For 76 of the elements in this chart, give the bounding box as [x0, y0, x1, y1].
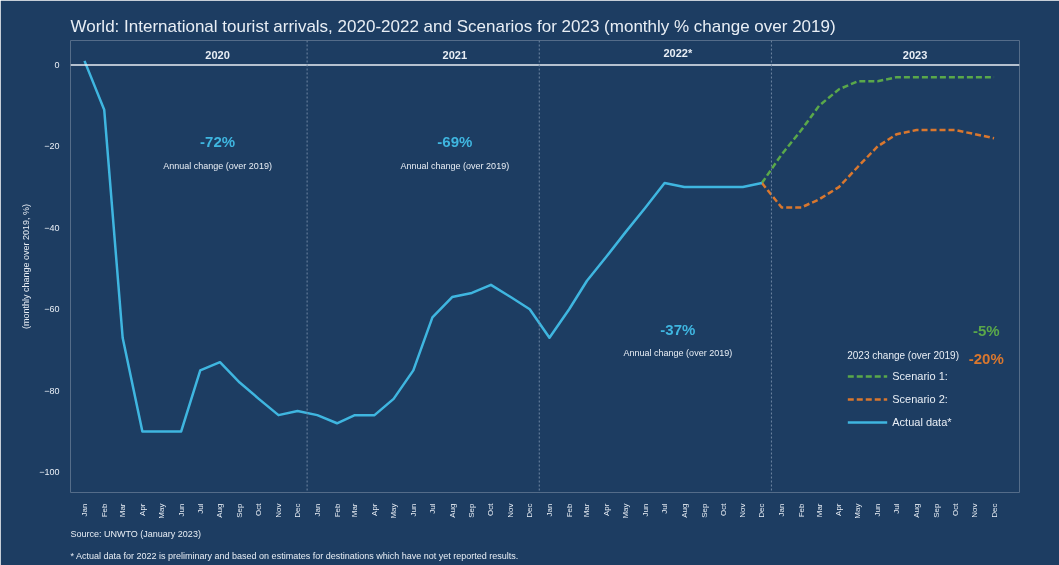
x-tick-label: Mar: [118, 503, 128, 518]
line-series: [760, 128, 996, 209]
x-tick-label: Aug: [447, 503, 457, 518]
y-tick-label: −20: [44, 141, 60, 152]
annotation: Annual change (over 2019): [163, 160, 272, 171]
x-tick-label: Jul: [195, 503, 205, 514]
x-tick-label: Mar: [814, 503, 824, 518]
annotation: 2022*: [663, 46, 693, 59]
y-tick-label: −40: [44, 222, 60, 233]
y-tick-label: −100: [39, 467, 60, 478]
legend-label: Scenario 2:: [892, 393, 948, 405]
x-tick-label: Apr: [137, 503, 147, 516]
x-tick-label: Feb: [564, 502, 574, 518]
x-tick-label: Aug: [679, 503, 689, 518]
x-tick-label: Jan: [79, 503, 89, 517]
x-tick-label: Sep: [699, 502, 709, 518]
chart-title: World: International tourist arrivals, 2020-2022 and Scenarios for 2023 (monthly % change over 2019): [70, 16, 836, 36]
x-tick-label: Feb: [332, 502, 342, 518]
x-tick-label: Jul: [660, 503, 670, 514]
x-tick-label: Feb: [99, 502, 109, 518]
y-tick-label: −60: [44, 304, 60, 315]
x-tick-label: Aug: [911, 503, 921, 518]
x-tick-label: Jul: [892, 503, 902, 514]
line-series: [83, 59, 764, 433]
x-tick-label: Sep: [467, 502, 477, 518]
source-note: Source: UNWTO (January 2023): [70, 528, 201, 539]
x-tick-label: Nov: [738, 503, 748, 518]
annotation: Annual change (over 2019): [400, 160, 510, 171]
x-tick-label: Dec: [757, 503, 767, 518]
annotation: 2023: [902, 48, 928, 61]
x-tick-label: May: [156, 503, 166, 519]
x-tick-label: Oct: [254, 502, 264, 516]
x-tick-label: Feb: [796, 502, 806, 518]
x-tick-label: Jan: [777, 503, 787, 517]
x-tick-label: Apr: [834, 503, 844, 516]
legend-title: 2023 change (over 2019): [847, 350, 959, 361]
legend-label: Scenario 1:: [892, 370, 948, 382]
x-tick-label: Nov: [970, 503, 980, 518]
annotation: Annual change (over 2019): [623, 348, 733, 359]
x-tick-label: Jun: [408, 503, 418, 517]
x-tick-label: Jan: [312, 503, 322, 517]
x-tick-label: Apr: [602, 503, 612, 516]
y-tick-label: −80: [44, 385, 60, 396]
annotation: -37%: [660, 320, 696, 338]
x-tick-label: Jun: [873, 503, 883, 517]
y-tick-label: 0: [54, 59, 60, 70]
x-tick-label: Aug: [215, 503, 225, 518]
x-tick-label: Nov: [273, 503, 283, 518]
annotation: -72%: [200, 133, 236, 151]
x-tick-label: Dec: [525, 503, 535, 518]
x-tick-label: Oct: [950, 502, 960, 516]
x-tick-label: Jul: [427, 503, 437, 514]
x-tick-label: Sep: [235, 502, 245, 518]
x-tick-label: Jun: [641, 503, 650, 517]
x-tick-label: Apr: [370, 503, 380, 516]
x-tick-label: Mar: [582, 503, 592, 518]
x-tick-label: Jan: [544, 503, 554, 517]
annotation: 2020: [205, 48, 230, 61]
annotation: 2021: [442, 48, 468, 61]
x-tick-label: Dec: [989, 503, 999, 518]
x-tick-label: Oct: [718, 502, 728, 516]
x-tick-label: Sep: [931, 502, 941, 518]
x-tick-label: Dec: [293, 503, 303, 518]
text: * Actual data for 2022 is preliminary and based on estimates for destinations which have not yet reported results.: [70, 550, 519, 561]
x-tick-label: Nov: [506, 503, 516, 518]
x-tick-label: May: [621, 503, 631, 519]
annotation: -69%: [437, 133, 473, 151]
x-tick-label: May: [853, 503, 863, 519]
annotation: -20%: [968, 350, 1004, 368]
annotation: -5%: [972, 321, 1000, 339]
x-tick-label: Mar: [350, 503, 360, 518]
legend-label: Actual data*: [892, 416, 952, 428]
x-tick-label: Oct: [486, 502, 496, 516]
x-tick-label: May: [389, 503, 399, 519]
x-tick-label: Jun: [176, 503, 186, 517]
y-axis-title: (monthly change over 2019, %): [21, 203, 32, 330]
